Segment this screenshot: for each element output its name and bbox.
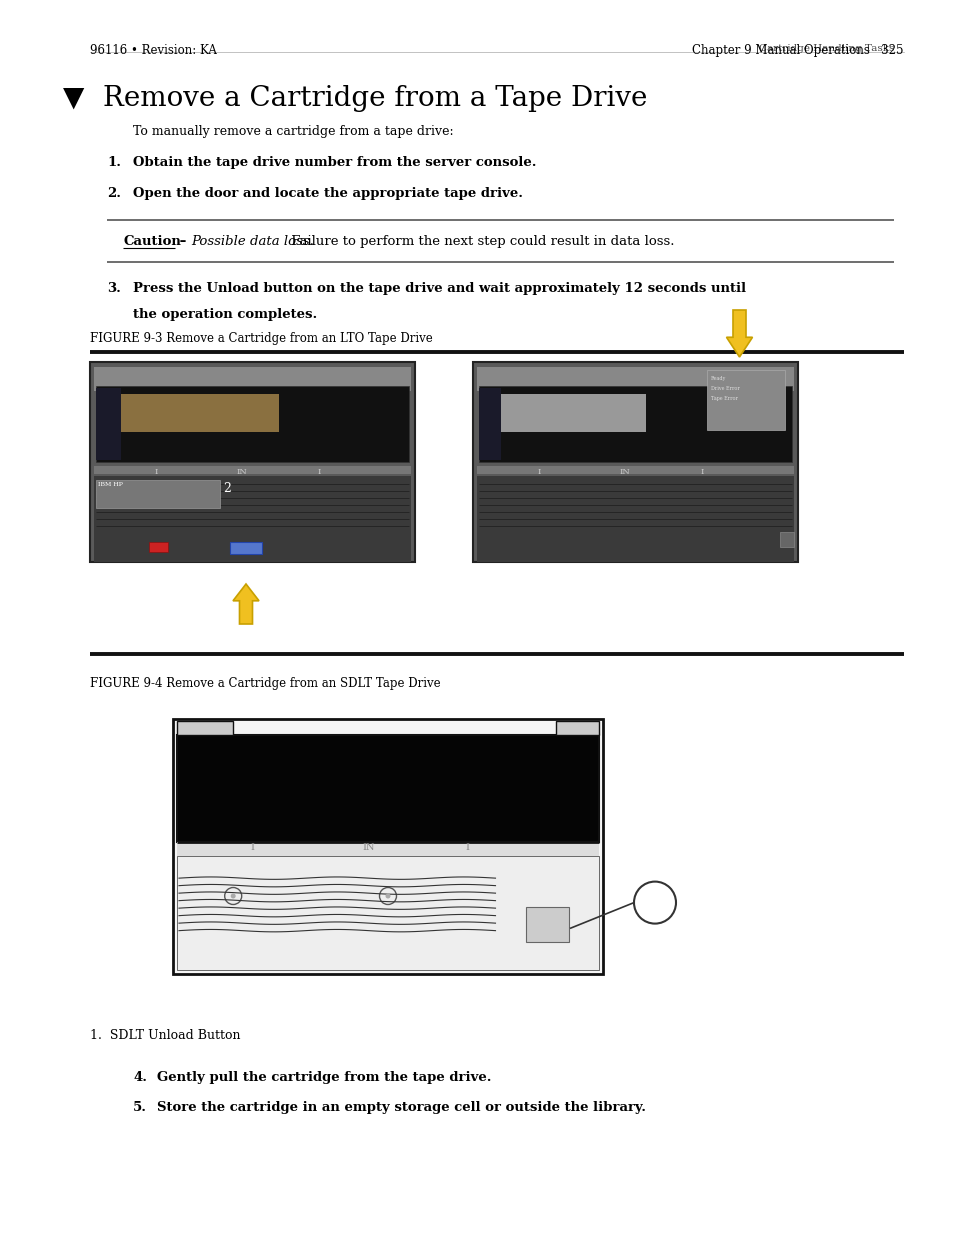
Bar bbox=[230, 542, 262, 555]
Text: Remove a Cartridge from a Tape Drive: Remove a Cartridge from a Tape Drive bbox=[103, 85, 647, 112]
Text: Drive Error: Drive Error bbox=[710, 387, 739, 391]
Bar bbox=[94, 475, 411, 562]
Bar bbox=[780, 532, 793, 547]
Bar bbox=[94, 367, 411, 391]
Text: Open the door and locate the appropriate tape drive.: Open the door and locate the appropriate… bbox=[132, 186, 522, 200]
Text: ▼: ▼ bbox=[63, 85, 84, 112]
Text: Chapter 9 Manual Operations   325: Chapter 9 Manual Operations 325 bbox=[692, 44, 903, 57]
Text: Tape Error: Tape Error bbox=[710, 396, 737, 401]
Text: I: I bbox=[700, 468, 703, 475]
Bar bbox=[96, 480, 219, 508]
Bar bbox=[556, 721, 598, 735]
Text: 1.: 1. bbox=[107, 156, 121, 169]
Bar bbox=[177, 721, 233, 735]
Bar bbox=[177, 842, 598, 856]
Text: I: I bbox=[154, 468, 158, 475]
Text: 3.: 3. bbox=[107, 282, 121, 295]
Text: 2.: 2. bbox=[107, 186, 121, 200]
Circle shape bbox=[634, 882, 676, 924]
Text: IN: IN bbox=[362, 844, 375, 852]
Bar bbox=[478, 387, 791, 462]
Text: FIGURE 9-3 Remove a Cartridge from an LTO Tape Drive: FIGURE 9-3 Remove a Cartridge from an LT… bbox=[90, 332, 433, 345]
FancyArrow shape bbox=[233, 584, 258, 624]
Text: 4.: 4. bbox=[132, 1071, 147, 1084]
Circle shape bbox=[385, 893, 390, 899]
Text: 5.: 5. bbox=[132, 1100, 147, 1114]
Text: Press the Unload button on the tape drive and wait approximately 12 seconds unti: Press the Unload button on the tape driv… bbox=[132, 282, 745, 295]
Bar bbox=[706, 370, 784, 430]
Bar bbox=[96, 387, 409, 462]
Text: FIGURE 9-4 Remove a Cartridge from an SDLT Tape Drive: FIGURE 9-4 Remove a Cartridge from an SD… bbox=[90, 677, 440, 690]
Text: Failure to perform the next step could result in data loss.: Failure to perform the next step could r… bbox=[287, 235, 674, 248]
Text: IN: IN bbox=[236, 468, 247, 475]
Bar bbox=[473, 362, 797, 562]
Text: –: – bbox=[174, 235, 191, 248]
Text: Possible data loss.: Possible data loss. bbox=[191, 235, 314, 248]
Bar bbox=[525, 908, 568, 941]
Text: I: I bbox=[317, 468, 320, 475]
Text: To manually remove a cartridge from a tape drive:: To manually remove a cartridge from a ta… bbox=[132, 125, 453, 138]
Text: 2: 2 bbox=[223, 482, 232, 495]
Bar bbox=[94, 466, 411, 474]
Text: I: I bbox=[537, 468, 540, 475]
Bar bbox=[96, 388, 121, 459]
Text: Cartridge Handling Tasks: Cartridge Handling Tasks bbox=[758, 44, 893, 53]
Circle shape bbox=[231, 893, 235, 899]
Bar bbox=[482, 394, 645, 431]
Circle shape bbox=[379, 888, 396, 904]
Text: 1.  SDLT Unload Button: 1. SDLT Unload Button bbox=[90, 1029, 240, 1042]
Text: Store the cartridge in an empty storage cell or outside the library.: Store the cartridge in an empty storage … bbox=[157, 1100, 645, 1114]
Bar bbox=[177, 856, 598, 969]
Bar bbox=[476, 466, 793, 474]
Bar bbox=[100, 394, 278, 431]
Bar bbox=[478, 388, 500, 459]
Text: Obtain the tape drive number from the server console.: Obtain the tape drive number from the se… bbox=[132, 156, 536, 169]
Bar bbox=[90, 362, 415, 562]
Text: the operation completes.: the operation completes. bbox=[132, 308, 317, 321]
Bar bbox=[149, 542, 168, 552]
Text: Caution: Caution bbox=[123, 235, 181, 248]
Text: Gently pull the cartridge from the tape drive.: Gently pull the cartridge from the tape … bbox=[157, 1071, 491, 1084]
Text: IBM HP: IBM HP bbox=[98, 482, 123, 487]
Bar bbox=[476, 475, 793, 562]
Bar bbox=[476, 367, 793, 391]
Text: I: I bbox=[465, 844, 469, 852]
Text: 96116 • Revision: KA: 96116 • Revision: KA bbox=[90, 44, 216, 57]
Text: Ready: Ready bbox=[710, 375, 725, 382]
Text: I: I bbox=[250, 844, 254, 852]
Circle shape bbox=[225, 888, 241, 904]
Text: IN: IN bbox=[618, 468, 629, 475]
FancyArrow shape bbox=[726, 310, 752, 357]
Bar bbox=[172, 719, 602, 974]
Bar bbox=[177, 735, 598, 842]
